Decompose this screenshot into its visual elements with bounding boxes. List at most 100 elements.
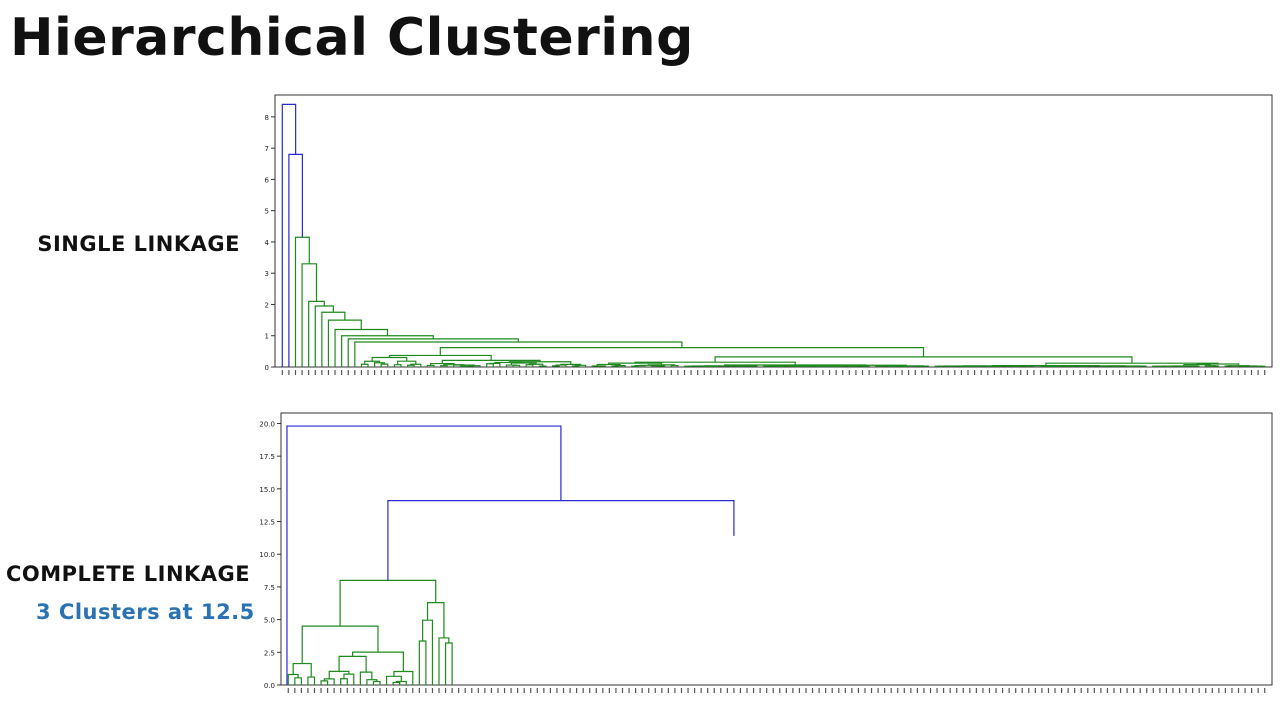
leaf-label-1-149 [1264, 688, 1266, 693]
leaf-label-1-34 [510, 688, 512, 693]
leaf-label-0-63 [697, 370, 699, 375]
leaf-label-1-74 [772, 688, 774, 693]
y-tick-label-1-6: 15.0 [259, 486, 275, 494]
dendrogram-link-0-143 [314, 305, 334, 367]
leaf-label-0-134 [1165, 370, 1167, 375]
leaf-label-1-81 [818, 688, 820, 693]
dendrogram-link-1-206 [681, 675, 691, 685]
leaf-label-0-54 [637, 370, 639, 375]
leaf-label-0-100 [941, 370, 943, 375]
leaf-label-1-137 [1185, 688, 1187, 693]
leaf-label-0-47 [591, 370, 593, 375]
leaf-label-0-34 [505, 370, 508, 375]
dendrogram-link-1-166 [351, 651, 404, 672]
leaf-label-0-0 [281, 370, 283, 375]
dendrogram-link-1-268 [1091, 668, 1104, 677]
leaf-label-1-27 [464, 688, 466, 693]
leaf-label-0-115 [1039, 370, 1042, 375]
leaf-label-1-6 [326, 688, 329, 693]
leaf-label-0-97 [921, 370, 923, 375]
leaf-label-1-90 [877, 688, 879, 693]
dendrogram-link-1-280 [1165, 670, 1183, 678]
dendrogram-link-1-244 [926, 678, 941, 680]
leaf-label-0-117 [1053, 370, 1055, 375]
leaf-label-1-116 [1047, 688, 1050, 693]
leaf-label-1-57 [661, 688, 663, 693]
leaf-label-0-149 [1264, 370, 1266, 375]
leaf-label-1-138 [1192, 688, 1194, 693]
dendrogram-link-1-292 [1214, 649, 1251, 663]
leaf-label-1-16 [392, 688, 394, 693]
leaf-label-0-132 [1152, 370, 1154, 375]
leaf-label-0-74 [769, 370, 771, 375]
leaf-label-0-125 [1105, 370, 1108, 375]
leaf-label-1-17 [399, 688, 401, 693]
leaf-label-1-98 [929, 688, 932, 693]
dendrogram-link-1-219 [786, 681, 793, 685]
leaf-label-0-45 [578, 370, 580, 375]
leaf-label-0-17 [393, 370, 395, 375]
dendrogram-link-1-187 [557, 673, 564, 685]
leaf-label-0-113 [1026, 370, 1028, 375]
dendrogram-link-1-158 [372, 680, 381, 685]
leaf-label-0-20 [413, 370, 415, 375]
leaf-label-0-49 [604, 370, 606, 375]
leaf-label-1-22 [431, 688, 434, 693]
leaf-label-0-142 [1217, 370, 1220, 375]
dendrogram-link-1-263 [1068, 678, 1075, 685]
leaf-label-0-111 [1013, 370, 1015, 375]
y-tick-label-0-6: 6 [265, 176, 270, 184]
dendrogram-link-1-279 [1180, 678, 1187, 685]
leaf-label-0-75 [776, 370, 778, 375]
leaf-label-0-64 [703, 370, 705, 375]
dendrogram-link-1-190 [550, 668, 566, 685]
leaf-label-0-127 [1119, 370, 1121, 375]
leaf-label-1-65 [713, 688, 715, 693]
leaf-label-0-84 [835, 370, 837, 375]
leaf-label-0-55 [644, 370, 646, 375]
dendrogram-link-1-208 [701, 681, 708, 685]
leaf-label-1-141 [1211, 688, 1213, 693]
dendrogram-link-1-196 [591, 667, 612, 678]
dendrogram-link-1-163 [395, 680, 407, 685]
leaf-label-0-24 [439, 370, 442, 375]
leaf-label-0-28 [466, 370, 468, 375]
dendrogram-link-1-251 [989, 680, 996, 685]
leaf-label-0-32 [492, 370, 494, 375]
y-tick-label-0-0: 0 [265, 364, 269, 372]
dendrogram-link-1-260 [1019, 663, 1039, 672]
leaf-label-0-114 [1033, 370, 1035, 375]
dendrogram-link-1-267 [1101, 676, 1108, 685]
dendrogram-link-1-156 [343, 673, 355, 685]
leaf-label-0-136 [1178, 370, 1180, 375]
leaf-label-0-50 [611, 370, 613, 375]
dendrogram-link-1-229 [822, 676, 848, 680]
dendrogram-link-1-191 [583, 680, 590, 685]
leaf-label-0-15 [380, 370, 382, 375]
leaf-label-1-109 [1001, 688, 1004, 693]
leaf-label-1-45 [582, 688, 584, 693]
leaf-label-1-131 [1146, 688, 1148, 693]
leaf-label-1-67 [726, 688, 728, 693]
dendrogram-link-1-215 [676, 665, 726, 676]
dendrogram-link-1-183 [508, 669, 523, 676]
dendrogram-link-1-161 [338, 655, 367, 673]
leaf-label-1-84 [838, 688, 840, 693]
leaf-label-0-56 [650, 370, 653, 375]
leaf-label-0-48 [598, 370, 600, 375]
leaf-label-1-143 [1224, 688, 1227, 693]
dendrogram-link-1-277 [1166, 681, 1173, 685]
leaf-label-1-139 [1198, 688, 1200, 693]
leaf-label-1-119 [1067, 688, 1069, 693]
leaf-label-0-67 [723, 370, 725, 375]
leaf-label-1-30 [484, 688, 486, 693]
leaf-label-1-24 [444, 688, 447, 693]
leaf-label-0-119 [1066, 370, 1068, 375]
dendrogram-link-1-192 [586, 678, 596, 685]
leaf-label-0-60 [677, 370, 679, 375]
leaf-label-1-21 [425, 688, 427, 693]
leaf-label-0-57 [657, 370, 659, 375]
leaf-label-1-8 [340, 688, 342, 693]
leaf-label-1-29 [477, 688, 479, 693]
